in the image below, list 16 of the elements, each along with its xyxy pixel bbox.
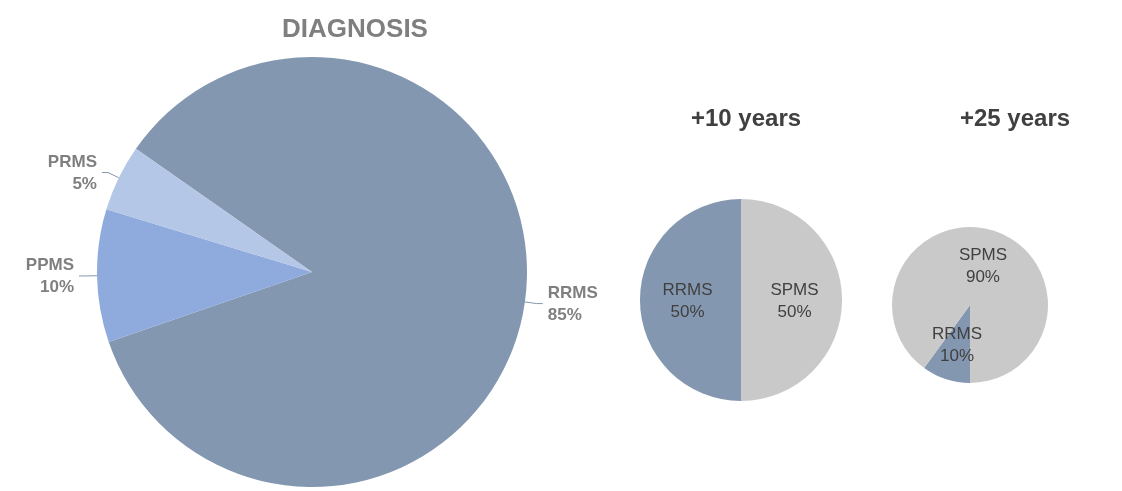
data-label: 85% [547, 305, 582, 325]
slice-label: RRMS [931, 324, 983, 344]
chart-title: DIAGNOSIS [282, 13, 428, 43]
slice-label: PRMS [47, 151, 97, 171]
slice-label: PPMS [25, 255, 75, 275]
chart-title: +25 years [959, 103, 1071, 131]
data-label: 5% [72, 173, 97, 193]
data-label: 50% [670, 301, 705, 321]
slice-label: RRMS [662, 279, 713, 299]
slice-label: SPMS [770, 279, 819, 299]
slice-label: SPMS [958, 244, 1008, 264]
data-label: 10% [40, 277, 75, 297]
slice-label: RRMS [547, 283, 598, 303]
data-label: 90% [965, 266, 1000, 286]
data-label: 50% [777, 301, 812, 321]
chart-title: +10 years [690, 103, 802, 131]
